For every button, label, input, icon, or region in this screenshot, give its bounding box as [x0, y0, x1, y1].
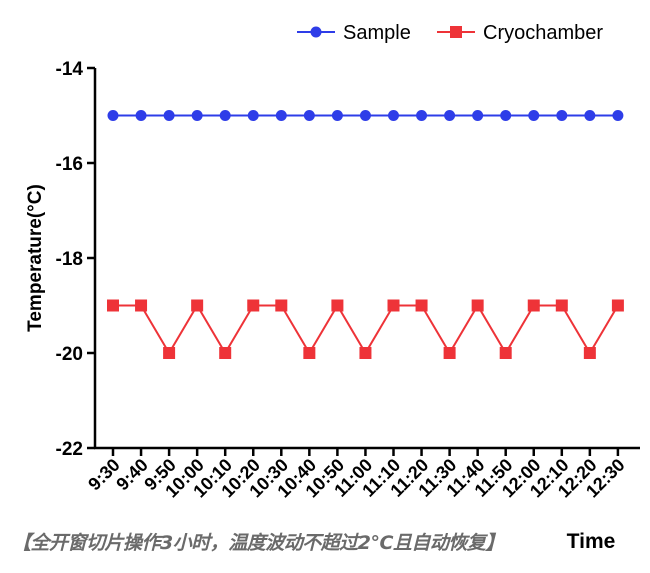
data-point-sample: [275, 110, 287, 121]
data-point-sample: [556, 110, 568, 121]
data-point-cryochamber: [275, 299, 288, 312]
data-point-cryochamber: [471, 299, 484, 312]
legend-marker-circle: [310, 26, 322, 38]
data-point-cryochamber: [191, 299, 204, 312]
y-tick-label: -20: [56, 344, 83, 365]
data-point-cryochamber: [415, 299, 428, 312]
data-point-cryochamber: [163, 347, 176, 359]
data-point-sample: [472, 110, 484, 121]
data-point-sample: [219, 110, 231, 121]
data-point-cryochamber: [611, 299, 624, 312]
data-point-cryochamber: [555, 299, 568, 312]
y-axis-label: Temperature(°C): [25, 184, 46, 332]
data-point-cryochamber: [247, 299, 260, 312]
data-point-cryochamber: [499, 347, 512, 359]
data-point-sample: [444, 110, 456, 121]
data-point-cryochamber: [135, 299, 148, 312]
data-point-sample: [612, 110, 624, 121]
data-point-sample: [303, 110, 315, 121]
data-point-sample: [416, 110, 428, 121]
data-point-sample: [331, 110, 343, 121]
chart-annotation: 【全开窗切片操作3小时，温度波动不超过2°C且自动恢复】: [12, 532, 504, 554]
data-point-cryochamber: [359, 347, 372, 359]
series-line-cryochamber: [113, 303, 619, 355]
data-point-cryochamber: [331, 299, 344, 312]
data-point-sample: [247, 110, 259, 121]
y-tick-label: -14: [56, 59, 84, 80]
y-tick-label: -18: [56, 249, 83, 270]
data-point-cryochamber: [583, 347, 596, 359]
data-point-sample: [388, 110, 399, 121]
data-point-sample: [528, 110, 540, 121]
data-point-cryochamber: [303, 347, 316, 359]
legend-marker-square: [450, 26, 462, 38]
y-tick-label: -22: [56, 439, 83, 460]
data-point-sample: [500, 110, 512, 121]
y-tick-label: -16: [56, 154, 83, 175]
legend-label: Sample: [343, 22, 411, 44]
data-point-cryochamber: [107, 299, 119, 312]
data-point-cryochamber: [387, 299, 400, 312]
x-axis-label: Time: [567, 530, 616, 553]
data-point-cryochamber: [443, 347, 456, 359]
data-point-cryochamber: [219, 347, 232, 359]
data-point-sample: [135, 110, 147, 121]
data-point-sample: [191, 110, 203, 121]
data-point-sample: [584, 110, 596, 121]
data-point-sample: [107, 110, 119, 121]
data-point-sample: [359, 110, 371, 121]
data-point-cryochamber: [527, 299, 540, 312]
legend-label: Cryochamber: [483, 22, 603, 44]
data-point-sample: [163, 110, 175, 121]
